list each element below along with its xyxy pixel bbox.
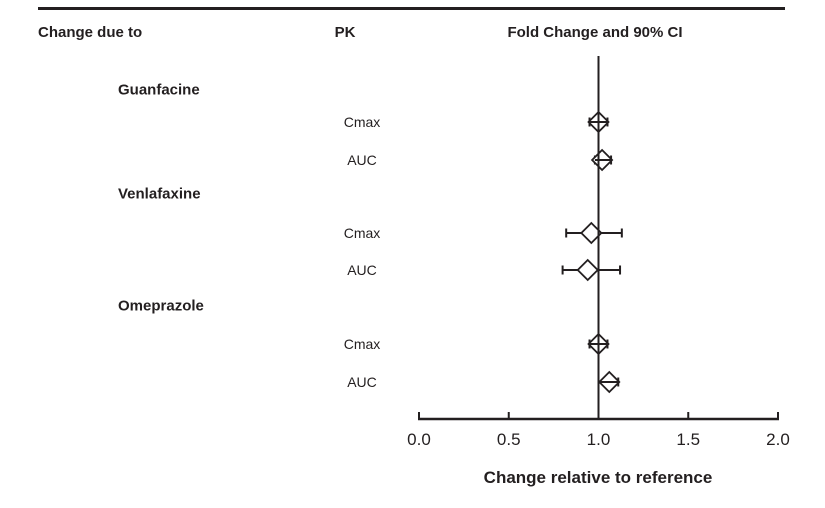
group-label-venlafaxine: Venlafaxine (118, 185, 201, 203)
pk-label-auc: AUC (347, 152, 377, 168)
x-axis-tick-label: 0.0 (407, 430, 431, 449)
group-label-omeprazole: Omeprazole (118, 297, 204, 315)
point-estimate-diamond (576, 258, 600, 282)
pk-label-auc: AUC (347, 262, 377, 278)
x-axis-tick-label: 0.5 (497, 430, 521, 449)
pk-label-cmax: Cmax (343, 114, 381, 130)
point-estimate-diamond (580, 221, 603, 245)
column-header-fold-change-ci: Fold Change and 90% CI (507, 24, 683, 41)
x-axis-tick-label: 2.0 (766, 430, 790, 449)
pk-label-cmax: Cmax (343, 336, 381, 352)
x-axis-tick-label: 1.5 (676, 430, 700, 449)
x-axis-tick-label: 1.0 (587, 430, 611, 449)
top-rule-divider (38, 7, 785, 10)
pk-label-auc: AUC (347, 374, 377, 390)
pk-label-cmax: Cmax (343, 225, 381, 241)
column-header-change-due-to: Change due to (38, 24, 143, 41)
x-axis-title: Change relative to reference (483, 468, 713, 487)
group-label-guanfacine: Guanfacine (118, 81, 200, 99)
column-header-pk: PK (334, 24, 356, 41)
